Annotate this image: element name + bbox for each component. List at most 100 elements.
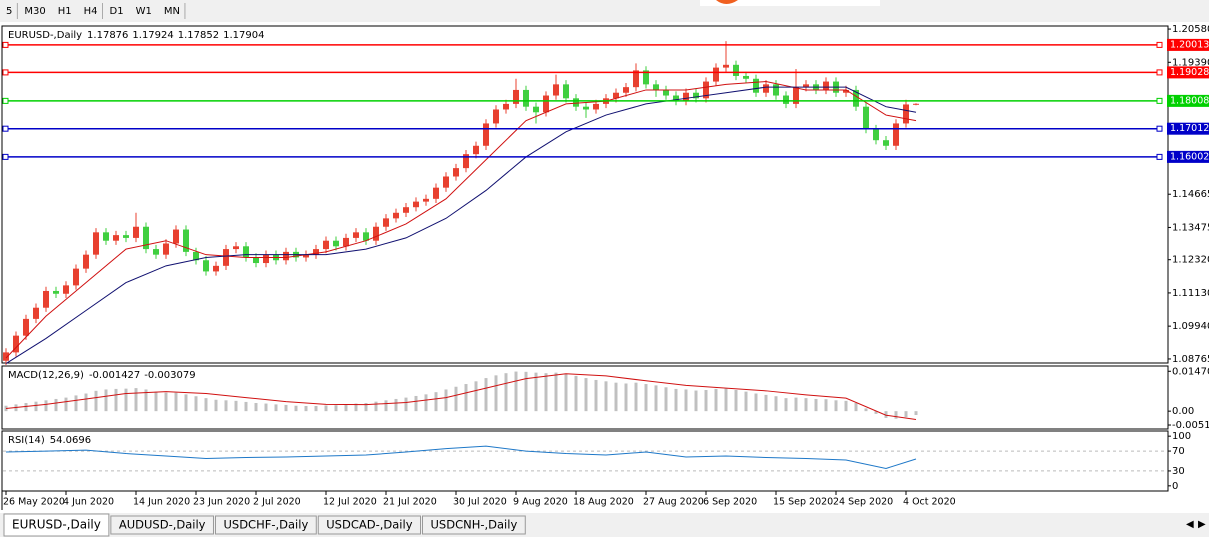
candle-body bbox=[533, 106, 539, 113]
level-label-bg bbox=[1167, 66, 1209, 79]
readout-value: -0.003079 bbox=[144, 370, 195, 381]
macd-bar bbox=[794, 397, 798, 412]
timeframe-button[interactable]: M30 bbox=[24, 6, 45, 17]
macd-bar bbox=[154, 391, 158, 412]
chart-tab-label[interactable]: USDCAD-,Daily bbox=[326, 518, 412, 532]
candle-body bbox=[613, 92, 619, 99]
macd-bar bbox=[324, 405, 328, 412]
moving-average bbox=[5, 86, 917, 364]
candle-body bbox=[763, 84, 769, 93]
candle-body bbox=[413, 201, 419, 208]
macd-bar bbox=[294, 405, 298, 412]
timeframe-button[interactable]: W1 bbox=[136, 6, 152, 17]
candle-body bbox=[363, 232, 369, 241]
macd-bar bbox=[864, 408, 868, 412]
candle-body bbox=[443, 176, 449, 188]
candle-body bbox=[393, 212, 399, 219]
macd-bar bbox=[214, 399, 218, 412]
macd-bar bbox=[284, 404, 288, 412]
candle-body bbox=[693, 92, 699, 99]
macd-bar bbox=[724, 388, 728, 412]
candle-body bbox=[143, 226, 149, 250]
x-tick-label: 12 Jul 2020 bbox=[323, 497, 377, 508]
macd-bar bbox=[444, 389, 448, 412]
chart-tab[interactable] bbox=[422, 515, 526, 535]
timeframe-button[interactable]: H4 bbox=[84, 6, 98, 17]
macd-bar bbox=[34, 401, 38, 412]
x-tick-label: 4 Jun 2020 bbox=[63, 497, 114, 508]
tab-scroll-left[interactable]: ◀ bbox=[1186, 519, 1194, 530]
candle-body bbox=[643, 70, 649, 85]
macd-bar bbox=[74, 395, 78, 412]
macd-panel bbox=[1, 365, 1169, 430]
macd-bar bbox=[84, 393, 88, 412]
level-label: 1.20013 bbox=[1170, 39, 1209, 50]
chart-tab[interactable] bbox=[3, 513, 110, 537]
macd-bar bbox=[464, 384, 468, 412]
macd-bar bbox=[244, 401, 248, 412]
candle-body bbox=[463, 154, 469, 169]
candle-body bbox=[23, 318, 29, 336]
moving-average bbox=[5, 81, 917, 359]
macd-bar bbox=[654, 385, 658, 412]
y-tick-label: 0 bbox=[1172, 481, 1178, 492]
candle-body bbox=[523, 89, 529, 107]
level-handle bbox=[2, 153, 9, 160]
macd-bar bbox=[434, 392, 438, 412]
candle-body bbox=[553, 84, 559, 96]
macd-bar bbox=[554, 372, 558, 412]
rsi-line bbox=[5, 445, 917, 469]
timeframe-button[interactable]: MN bbox=[164, 6, 180, 17]
macd-bar bbox=[834, 400, 838, 412]
chart-tab-label[interactable]: EURUSD-,Daily bbox=[12, 518, 101, 532]
tab-scroll-right[interactable]: ▶ bbox=[1198, 519, 1206, 530]
candle-body bbox=[93, 232, 99, 255]
candle-body bbox=[723, 64, 729, 68]
candle-body bbox=[383, 218, 389, 227]
chart-tab[interactable] bbox=[214, 515, 317, 535]
candle-body bbox=[503, 103, 509, 110]
indicator-title: MACD(12,26,9) bbox=[8, 370, 84, 381]
macd-bar bbox=[544, 373, 548, 412]
macd-bar bbox=[634, 382, 638, 412]
candle-body bbox=[563, 84, 569, 99]
timeframe-button[interactable]: D1 bbox=[110, 6, 124, 17]
level-label-bg bbox=[1167, 94, 1209, 107]
y-tick-label: 1.08765 bbox=[1172, 354, 1209, 365]
macd-bar bbox=[134, 388, 138, 412]
timeframe-button[interactable]: 5 bbox=[6, 6, 12, 17]
level-label: 1.16002 bbox=[1170, 151, 1209, 162]
readout-value: 1.17852 bbox=[178, 30, 219, 41]
candle-body bbox=[423, 198, 429, 202]
candle-body bbox=[673, 95, 679, 102]
macd-bar bbox=[904, 411, 908, 418]
chart-tab-label[interactable]: AUDUSD-,Daily bbox=[119, 518, 206, 532]
macd-bar bbox=[824, 399, 828, 412]
candle-body bbox=[513, 89, 519, 104]
chart-tab-label[interactable]: USDCHF-,Daily bbox=[223, 518, 308, 532]
macd-bar bbox=[524, 371, 528, 412]
candle-body bbox=[403, 207, 409, 213]
macd-bar bbox=[314, 406, 318, 412]
toolbar-bg bbox=[0, 0, 1209, 22]
candle-body bbox=[193, 251, 199, 261]
y-tick-label: 100 bbox=[1172, 431, 1191, 442]
macd-bar bbox=[664, 387, 668, 412]
chart-tab[interactable] bbox=[317, 515, 421, 535]
candle-body bbox=[3, 352, 9, 361]
macd-bar bbox=[24, 403, 28, 412]
candle-body bbox=[843, 89, 849, 93]
timeframe-button[interactable]: H1 bbox=[58, 6, 72, 17]
macd-bar bbox=[374, 401, 378, 412]
candle-body bbox=[483, 123, 489, 146]
macd-bar bbox=[744, 391, 748, 412]
macd-bar bbox=[44, 400, 48, 412]
level-label-bg bbox=[1167, 38, 1209, 51]
candle-body bbox=[823, 81, 829, 90]
macd-bar bbox=[704, 390, 708, 412]
chart-tab-label[interactable]: USDCNH-,Daily bbox=[431, 518, 518, 532]
y-tick-label: 0.014706 bbox=[1172, 366, 1209, 377]
chart-tab[interactable] bbox=[110, 515, 214, 535]
candle-body bbox=[43, 290, 49, 308]
